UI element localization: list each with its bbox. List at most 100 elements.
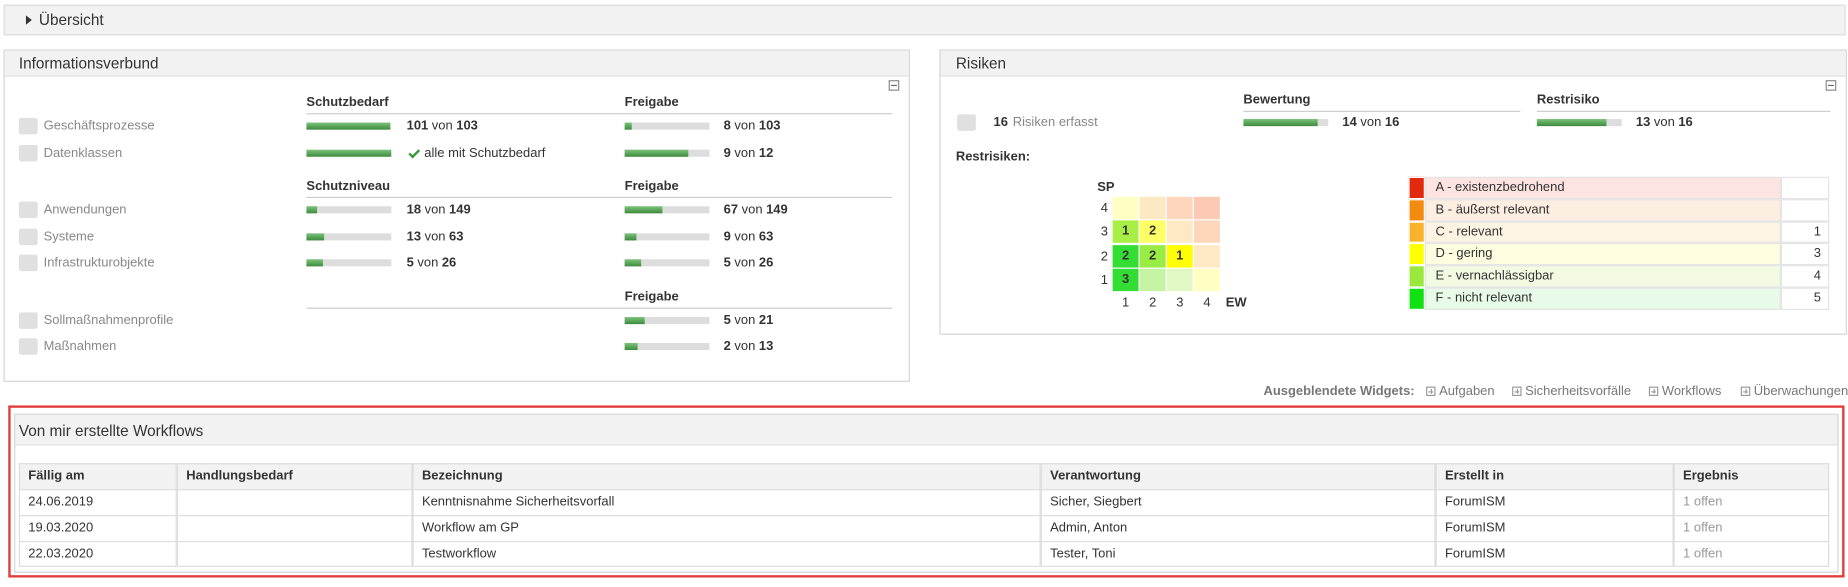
matrix-cell: 3 bbox=[1112, 268, 1139, 292]
expand-arrow bbox=[25, 15, 32, 25]
hidden-widget[interactable]: Aufgaben bbox=[1439, 384, 1495, 399]
section-header: Bewertung bbox=[1243, 93, 1311, 108]
progress-bar bbox=[624, 206, 663, 214]
row-label: Infrastrukturobjekte bbox=[43, 255, 155, 270]
column-header: Verantwortung bbox=[1050, 469, 1141, 484]
column-header: Fällig am bbox=[28, 469, 85, 484]
of-word: von bbox=[1653, 115, 1675, 130]
panel bbox=[14, 413, 1839, 573]
progress-bar bbox=[306, 233, 324, 241]
overview-title[interactable]: Übersicht bbox=[38, 10, 104, 29]
table-cell: ForumISM bbox=[1444, 495, 1506, 510]
collapse-button[interactable] bbox=[888, 80, 900, 91]
of-word: von bbox=[734, 146, 756, 161]
table-header-bg bbox=[18, 463, 1830, 490]
section-header: Freigabe bbox=[624, 179, 679, 194]
icon bbox=[957, 114, 976, 131]
overview-bar[interactable] bbox=[3, 4, 1846, 36]
matrix-cell bbox=[1193, 268, 1220, 292]
total: 16 bbox=[1678, 115, 1693, 130]
count: 8 bbox=[723, 119, 731, 134]
divider bbox=[306, 196, 893, 199]
count-text: 101 von 103 bbox=[407, 118, 478, 135]
table-cell: 19.03.2020 bbox=[28, 520, 94, 536]
count-text: 2 von 13 bbox=[724, 338, 774, 355]
progress-bar bbox=[306, 259, 323, 267]
table-cell: ForumISM bbox=[1444, 520, 1506, 536]
hidden-widget[interactable]: Überwachungen bbox=[1753, 384, 1848, 399]
count-text: 18 von 149 bbox=[407, 202, 471, 219]
table-cell: 24.06.2019 bbox=[28, 495, 94, 510]
y-tick-label: 2 bbox=[1100, 249, 1109, 265]
icon bbox=[18, 117, 38, 135]
progress-track bbox=[624, 259, 710, 267]
matrix-cell: 1 bbox=[1112, 220, 1139, 243]
highlight-frame bbox=[8, 405, 1845, 578]
of-word: von bbox=[741, 202, 763, 217]
add-icon bbox=[1512, 386, 1522, 397]
progress-track bbox=[306, 259, 392, 267]
progress-bar bbox=[306, 122, 390, 130]
matrix-cell bbox=[1193, 196, 1220, 220]
count-text: 9 von 63 bbox=[724, 229, 774, 246]
matrix-cell bbox=[1166, 268, 1193, 292]
progress-bar bbox=[624, 317, 645, 325]
progress-bar bbox=[1536, 119, 1606, 127]
column-header: Ergebnis bbox=[1683, 469, 1739, 484]
add-icon bbox=[1426, 386, 1436, 397]
count: 13 bbox=[1635, 115, 1651, 130]
progress-bar bbox=[624, 342, 638, 351]
of-word: von bbox=[1360, 115, 1382, 130]
status-text: alle mit Schutzbedarf bbox=[424, 146, 546, 161]
matrix-cell: 2 bbox=[1139, 245, 1166, 268]
total: 149 bbox=[449, 202, 471, 217]
x-tick-label: 1 bbox=[1122, 295, 1130, 310]
table-cell: Workflow am GP bbox=[421, 520, 519, 536]
y-tick-label: 1 bbox=[1100, 273, 1109, 288]
table-cell: Sicher, Siegbert bbox=[1050, 495, 1142, 510]
x-tick-label: 3 bbox=[1176, 295, 1184, 310]
of-word: von bbox=[734, 255, 756, 270]
count-text: 9 von 12 bbox=[724, 145, 774, 162]
row-label: Sollmaßnahmenprofile bbox=[43, 313, 174, 328]
matrix-cell bbox=[1193, 245, 1220, 268]
hidden-widget[interactable]: Sicherheitsvorfälle bbox=[1525, 384, 1632, 399]
section-header: Freigabe bbox=[624, 289, 679, 305]
column-header: Bezeichnung bbox=[421, 469, 503, 484]
of-word: von bbox=[417, 255, 439, 270]
restrisiken-label: Restrisiken: bbox=[955, 149, 1031, 164]
panel bbox=[939, 49, 1847, 335]
axis-label: EW bbox=[1225, 295, 1247, 310]
table-cell: 22.03.2020 bbox=[28, 546, 94, 562]
matrix-cell: 2 bbox=[1139, 220, 1166, 243]
count: 18 bbox=[406, 202, 422, 217]
count: 16 bbox=[993, 115, 1008, 130]
matrix-cell bbox=[1166, 196, 1193, 220]
total: 26 bbox=[758, 255, 774, 270]
count-text: 13 von 16 bbox=[1636, 114, 1693, 131]
count-text: 8 von 103 bbox=[724, 118, 781, 135]
panel-title: Informationsverbund bbox=[18, 54, 159, 72]
progress-bar bbox=[1243, 119, 1318, 127]
column-header: Handlungsbedarf bbox=[186, 469, 293, 484]
count-text: 5 von 26 bbox=[407, 255, 457, 272]
row-label: Datenklassen bbox=[43, 146, 123, 161]
legend-label: F - nicht relevant bbox=[1424, 287, 1781, 310]
legend-swatch bbox=[1408, 243, 1425, 266]
count: 5 bbox=[406, 255, 414, 270]
of-word: von bbox=[734, 119, 756, 134]
legend-label: A - existenzbedrohend bbox=[1424, 176, 1781, 199]
progress-track bbox=[624, 206, 710, 214]
total: 63 bbox=[758, 229, 774, 244]
matrix-cell bbox=[1139, 268, 1166, 292]
total: 103 bbox=[758, 119, 781, 134]
section-header: Schutzbedarf bbox=[306, 95, 389, 110]
total: 13 bbox=[758, 339, 774, 354]
total: 21 bbox=[758, 313, 774, 328]
count-text: 5 von 21 bbox=[724, 312, 774, 329]
collapse-button[interactable] bbox=[1825, 80, 1837, 91]
hidden-widget[interactable]: Workflows bbox=[1661, 384, 1722, 399]
total: 16 bbox=[1384, 115, 1400, 130]
matrix-cell: 1 bbox=[1166, 245, 1193, 268]
risk-count: 16 Risiken erfasst bbox=[994, 114, 1098, 131]
